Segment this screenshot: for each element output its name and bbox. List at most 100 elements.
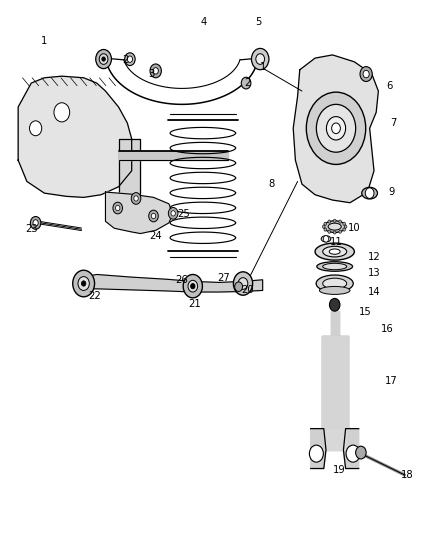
Circle shape <box>168 207 178 219</box>
Circle shape <box>251 49 269 70</box>
Text: 20: 20 <box>241 286 254 295</box>
Circle shape <box>241 77 251 89</box>
Polygon shape <box>119 151 228 160</box>
Circle shape <box>30 216 41 229</box>
Circle shape <box>328 230 331 233</box>
Text: 11: 11 <box>330 237 343 247</box>
Text: 19: 19 <box>333 465 346 474</box>
Text: 22: 22 <box>88 290 101 301</box>
Circle shape <box>329 298 340 311</box>
Circle shape <box>324 222 327 225</box>
Circle shape <box>73 270 95 297</box>
Polygon shape <box>311 429 326 469</box>
Polygon shape <box>106 192 173 233</box>
Text: 2: 2 <box>244 78 251 88</box>
Circle shape <box>183 274 202 298</box>
Circle shape <box>171 211 175 216</box>
Ellipse shape <box>317 262 353 271</box>
Text: 14: 14 <box>367 287 380 297</box>
Text: 26: 26 <box>176 275 188 285</box>
Text: 3: 3 <box>148 69 155 79</box>
Circle shape <box>29 121 42 136</box>
Text: 16: 16 <box>381 324 393 334</box>
Circle shape <box>332 123 340 134</box>
Text: 24: 24 <box>149 231 162 241</box>
Circle shape <box>113 202 123 214</box>
Polygon shape <box>324 429 346 450</box>
Polygon shape <box>77 274 263 292</box>
Polygon shape <box>321 336 348 429</box>
Circle shape <box>339 230 342 233</box>
Text: 1: 1 <box>41 36 48 45</box>
Ellipse shape <box>321 236 331 242</box>
Circle shape <box>322 225 325 228</box>
Circle shape <box>344 225 347 228</box>
Polygon shape <box>331 311 339 336</box>
Circle shape <box>323 236 328 242</box>
Circle shape <box>309 445 323 462</box>
Circle shape <box>99 54 108 64</box>
Ellipse shape <box>328 223 341 230</box>
Polygon shape <box>293 55 378 203</box>
Text: 21: 21 <box>189 298 201 309</box>
Circle shape <box>54 103 70 122</box>
Circle shape <box>127 56 133 62</box>
Ellipse shape <box>316 275 353 292</box>
Circle shape <box>316 104 356 152</box>
Circle shape <box>151 213 155 219</box>
Text: 2: 2 <box>122 55 128 65</box>
Polygon shape <box>343 429 359 469</box>
Circle shape <box>188 280 198 292</box>
Circle shape <box>360 67 372 82</box>
Ellipse shape <box>323 263 347 270</box>
Circle shape <box>333 231 336 234</box>
Text: 4: 4 <box>201 17 207 27</box>
Text: 9: 9 <box>388 187 395 197</box>
Circle shape <box>333 219 336 222</box>
Circle shape <box>343 228 346 231</box>
Text: 8: 8 <box>268 179 275 189</box>
Circle shape <box>134 196 138 201</box>
Circle shape <box>339 220 342 223</box>
Ellipse shape <box>315 243 354 260</box>
Text: 6: 6 <box>386 81 392 91</box>
Circle shape <box>328 220 331 223</box>
Text: 12: 12 <box>367 252 380 262</box>
Ellipse shape <box>329 249 340 254</box>
Circle shape <box>116 205 120 211</box>
Circle shape <box>356 446 366 459</box>
Ellipse shape <box>323 246 347 257</box>
Circle shape <box>363 70 369 78</box>
Circle shape <box>326 117 346 140</box>
Circle shape <box>256 54 265 64</box>
Circle shape <box>324 228 327 231</box>
Circle shape <box>78 277 89 290</box>
Polygon shape <box>119 139 141 197</box>
Text: 15: 15 <box>359 306 371 317</box>
Circle shape <box>150 64 161 78</box>
Ellipse shape <box>319 286 350 294</box>
Text: 10: 10 <box>348 223 360 233</box>
Circle shape <box>81 281 86 286</box>
Ellipse shape <box>362 187 378 199</box>
Circle shape <box>33 220 38 226</box>
Circle shape <box>153 68 158 74</box>
Text: 13: 13 <box>367 268 380 278</box>
Circle shape <box>365 188 374 198</box>
Text: 5: 5 <box>255 17 261 27</box>
Circle shape <box>306 92 366 165</box>
Circle shape <box>149 210 158 222</box>
Circle shape <box>343 222 346 225</box>
Ellipse shape <box>324 221 346 232</box>
Polygon shape <box>18 76 132 197</box>
Text: 25: 25 <box>178 209 191 220</box>
Circle shape <box>191 284 195 289</box>
Circle shape <box>235 282 243 292</box>
Ellipse shape <box>323 278 347 289</box>
Text: 7: 7 <box>390 118 397 128</box>
Circle shape <box>346 445 360 462</box>
Text: 23: 23 <box>25 224 38 235</box>
Circle shape <box>238 278 248 289</box>
Circle shape <box>131 192 141 204</box>
Circle shape <box>233 272 253 295</box>
